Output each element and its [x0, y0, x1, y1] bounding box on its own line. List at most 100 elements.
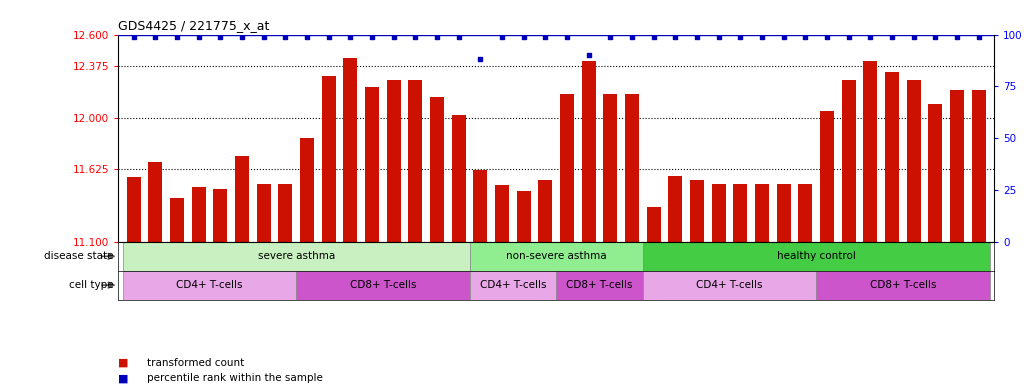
- Bar: [386, 80, 401, 242]
- Bar: [712, 184, 726, 242]
- Text: CD4+ T-cells: CD4+ T-cells: [696, 280, 763, 290]
- Bar: [971, 90, 986, 242]
- Bar: [321, 76, 336, 242]
- Bar: [604, 94, 617, 242]
- Bar: [647, 207, 661, 242]
- Text: CD4+ T-cells: CD4+ T-cells: [176, 280, 243, 290]
- Bar: [300, 138, 314, 242]
- Bar: [192, 187, 206, 242]
- Text: disease state: disease state: [44, 251, 113, 262]
- Bar: [842, 80, 856, 242]
- Point: [299, 33, 315, 40]
- Point: [711, 33, 727, 40]
- Bar: [820, 111, 834, 242]
- Point: [191, 33, 207, 40]
- Text: CD8+ T-cells: CD8+ T-cells: [566, 280, 632, 290]
- Text: ■: ■: [118, 358, 129, 368]
- Point: [624, 33, 641, 40]
- Point: [927, 33, 943, 40]
- Text: CD8+ T-cells: CD8+ T-cells: [869, 280, 936, 290]
- Point: [472, 56, 488, 63]
- Point: [732, 33, 749, 40]
- Point: [147, 33, 164, 40]
- Point: [667, 33, 684, 40]
- Bar: [816, 271, 990, 300]
- Point: [277, 33, 294, 40]
- Bar: [777, 184, 791, 242]
- Bar: [906, 80, 921, 242]
- Bar: [343, 58, 357, 242]
- Bar: [755, 184, 769, 242]
- Bar: [928, 104, 942, 242]
- Bar: [470, 271, 556, 300]
- Text: cell type: cell type: [69, 280, 113, 290]
- Bar: [148, 162, 163, 242]
- Bar: [170, 198, 184, 242]
- Bar: [123, 242, 470, 271]
- Bar: [470, 242, 643, 271]
- Bar: [408, 80, 422, 242]
- Text: GDS4425 / 221775_x_at: GDS4425 / 221775_x_at: [118, 19, 270, 32]
- Bar: [643, 242, 990, 271]
- Point: [862, 33, 879, 40]
- Text: non-severe asthma: non-severe asthma: [506, 251, 607, 262]
- Point: [884, 33, 900, 40]
- Point: [559, 33, 576, 40]
- Bar: [297, 271, 470, 300]
- Point: [385, 33, 402, 40]
- Bar: [256, 184, 271, 242]
- Bar: [582, 61, 595, 242]
- Point: [603, 33, 619, 40]
- Point: [320, 33, 337, 40]
- Bar: [625, 94, 639, 242]
- Text: CD4+ T-cells: CD4+ T-cells: [480, 280, 546, 290]
- Bar: [733, 184, 748, 242]
- Bar: [643, 271, 816, 300]
- Point: [537, 33, 553, 40]
- Bar: [474, 170, 487, 242]
- Bar: [798, 184, 813, 242]
- Bar: [213, 189, 228, 242]
- Bar: [430, 97, 444, 242]
- Point: [515, 33, 531, 40]
- Bar: [885, 72, 899, 242]
- Point: [776, 33, 792, 40]
- Bar: [863, 61, 878, 242]
- Point: [255, 33, 272, 40]
- Bar: [278, 184, 293, 242]
- Point: [450, 33, 467, 40]
- Point: [234, 33, 250, 40]
- Point: [364, 33, 380, 40]
- Point: [797, 33, 814, 40]
- Point: [342, 33, 358, 40]
- Bar: [365, 87, 379, 242]
- Text: healthy control: healthy control: [777, 251, 856, 262]
- Point: [905, 33, 922, 40]
- Text: CD8+ T-cells: CD8+ T-cells: [349, 280, 416, 290]
- Bar: [668, 175, 683, 242]
- Bar: [127, 177, 141, 242]
- Bar: [235, 156, 249, 242]
- Bar: [950, 90, 964, 242]
- Text: percentile rank within the sample: percentile rank within the sample: [147, 373, 323, 383]
- Point: [949, 33, 965, 40]
- Point: [646, 33, 662, 40]
- Point: [493, 33, 510, 40]
- Point: [428, 33, 445, 40]
- Point: [840, 33, 857, 40]
- Bar: [556, 271, 643, 300]
- Bar: [451, 115, 466, 242]
- Point: [169, 33, 185, 40]
- Bar: [495, 185, 509, 242]
- Text: ■: ■: [118, 373, 129, 383]
- Text: transformed count: transformed count: [147, 358, 244, 368]
- Point: [689, 33, 706, 40]
- Point: [754, 33, 770, 40]
- Point: [212, 33, 229, 40]
- Point: [970, 33, 987, 40]
- Point: [407, 33, 423, 40]
- Point: [126, 33, 142, 40]
- Text: severe asthma: severe asthma: [258, 251, 335, 262]
- Bar: [690, 180, 705, 242]
- Point: [819, 33, 835, 40]
